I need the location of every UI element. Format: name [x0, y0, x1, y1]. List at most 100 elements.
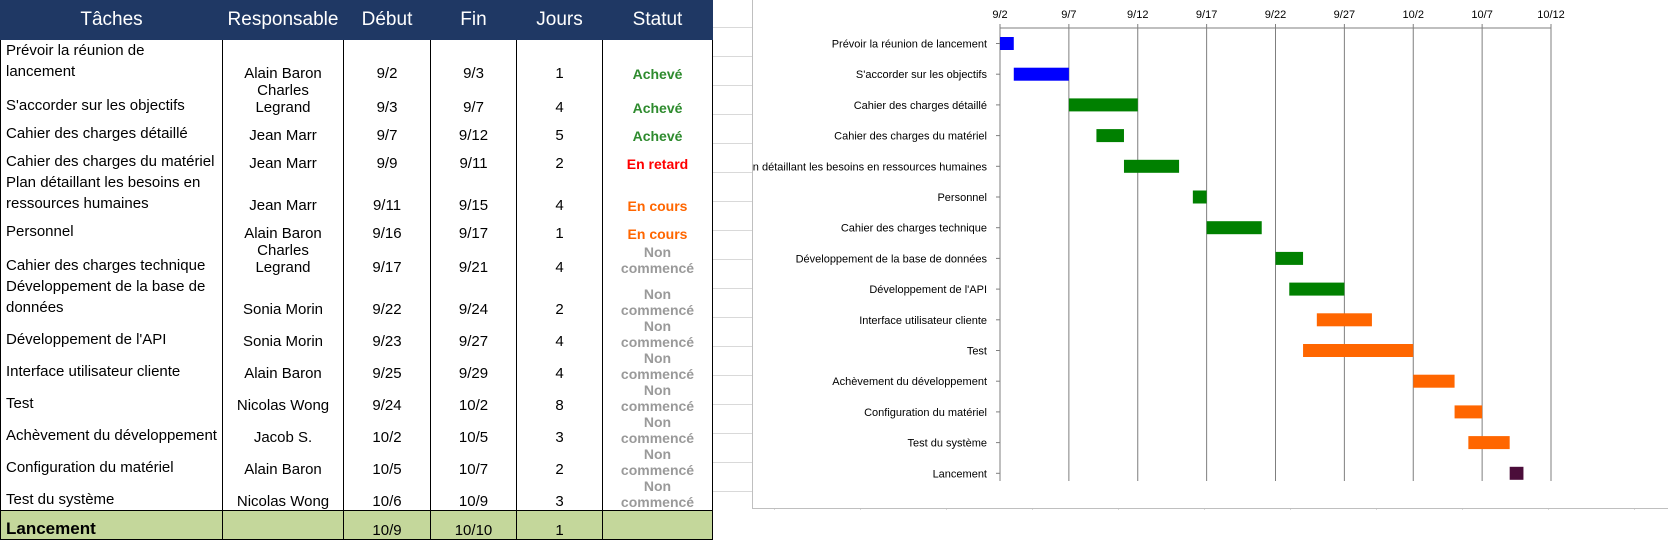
start-cell[interactable]: 9/25: [343, 350, 431, 382]
end-cell[interactable]: 9/12: [430, 116, 517, 144]
end-cell[interactable]: 10/5: [430, 414, 517, 446]
start-cell[interactable]: 9/7: [343, 116, 431, 144]
task-cell[interactable]: Développement de l'API: [0, 318, 223, 350]
header-days[interactable]: Jours: [516, 0, 603, 40]
launch-status-cell[interactable]: [602, 510, 713, 540]
start-cell[interactable]: 9/16: [343, 214, 431, 242]
owner-cell[interactable]: Alain Baron: [222, 446, 344, 478]
task-cell[interactable]: Achèvement du développement: [0, 414, 223, 446]
start-cell[interactable]: 9/17: [343, 242, 431, 276]
table-row-launch: Lancement 10/9 10/10 1: [0, 510, 713, 540]
end-cell[interactable]: 10/7: [430, 446, 517, 478]
owner-cell[interactable]: Alain Baron: [222, 40, 344, 82]
days-cell[interactable]: 5: [516, 116, 603, 144]
owner-cell[interactable]: Nicolas Wong: [222, 478, 344, 511]
status-cell[interactable]: Non commencé: [602, 414, 713, 446]
owner-cell[interactable]: Sonia Morin: [222, 318, 344, 350]
start-cell[interactable]: 9/24: [343, 382, 431, 414]
end-cell[interactable]: 10/2: [430, 382, 517, 414]
header-start[interactable]: Début: [343, 0, 431, 40]
days-cell[interactable]: 1: [516, 40, 603, 82]
launch-days-cell[interactable]: 1: [516, 510, 603, 540]
days-cell[interactable]: 3: [516, 478, 603, 511]
days-cell[interactable]: 4: [516, 242, 603, 276]
owner-cell[interactable]: Jacob S.: [222, 414, 344, 446]
status-cell[interactable]: Achevé: [602, 82, 713, 116]
header-owner[interactable]: Responsable: [222, 0, 344, 40]
days-cell[interactable]: 4: [516, 318, 603, 350]
start-cell[interactable]: 10/2: [343, 414, 431, 446]
task-cell[interactable]: Configuration du matériel: [0, 446, 223, 478]
days-cell[interactable]: 4: [516, 350, 603, 382]
days-cell[interactable]: 2: [516, 144, 603, 172]
start-cell[interactable]: 9/9: [343, 144, 431, 172]
task-cell[interactable]: Plan détaillant les besoins en ressource…: [0, 172, 223, 214]
days-cell[interactable]: 4: [516, 82, 603, 116]
owner-cell[interactable]: Sonia Morin: [222, 276, 344, 318]
owner-cell[interactable]: Jean Marr: [222, 172, 344, 214]
days-cell[interactable]: 4: [516, 172, 603, 214]
days-cell[interactable]: 2: [516, 276, 603, 318]
start-cell[interactable]: 9/23: [343, 318, 431, 350]
status-cell[interactable]: Non commencé: [602, 242, 713, 276]
owner-cell[interactable]: Alain Baron: [222, 350, 344, 382]
y-tick-label: Développement de l'API: [869, 284, 987, 296]
owner-cell[interactable]: Nicolas Wong: [222, 382, 344, 414]
start-cell[interactable]: 10/6: [343, 478, 431, 511]
status-cell[interactable]: Non commencé: [602, 350, 713, 382]
days-cell[interactable]: 3: [516, 414, 603, 446]
owner-cell[interactable]: Charles Legrand: [222, 242, 344, 276]
end-cell[interactable]: 9/15: [430, 172, 517, 214]
status-cell[interactable]: Achevé: [602, 40, 713, 82]
header-status[interactable]: Statut: [602, 0, 713, 40]
start-cell[interactable]: 9/3: [343, 82, 431, 116]
y-tick-label: Configuration du matériel: [864, 407, 987, 419]
owner-cell[interactable]: Charles Legrand: [222, 82, 344, 116]
owner-cell[interactable]: Jean Marr: [222, 144, 344, 172]
task-cell[interactable]: Prévoir la réunion de lancement: [0, 40, 223, 82]
start-cell[interactable]: 9/11: [343, 172, 431, 214]
status-cell[interactable]: Non commencé: [602, 318, 713, 350]
launch-start-cell[interactable]: 10/9: [343, 510, 431, 540]
days-cell[interactable]: 8: [516, 382, 603, 414]
header-tasks[interactable]: Tâches: [0, 0, 223, 40]
status-cell[interactable]: Non commencé: [602, 446, 713, 478]
end-cell[interactable]: 10/9: [430, 478, 517, 511]
task-cell[interactable]: Cahier des charges détaillé: [0, 116, 223, 144]
start-cell[interactable]: 10/5: [343, 446, 431, 478]
header-end[interactable]: Fin: [430, 0, 517, 40]
launch-owner-cell[interactable]: [222, 510, 344, 540]
status-cell[interactable]: Non commencé: [602, 276, 713, 318]
owner-cell[interactable]: Alain Baron: [222, 214, 344, 242]
status-cell[interactable]: En retard: [602, 144, 713, 172]
owner-cell[interactable]: Jean Marr: [222, 116, 344, 144]
task-cell[interactable]: Cahier des charges du matériel: [0, 144, 223, 172]
status-cell[interactable]: Non commencé: [602, 478, 713, 511]
end-cell[interactable]: 9/11: [430, 144, 517, 172]
days-cell[interactable]: 1: [516, 214, 603, 242]
end-cell[interactable]: 9/3: [430, 40, 517, 82]
end-cell[interactable]: 9/27: [430, 318, 517, 350]
status-cell[interactable]: Achevé: [602, 116, 713, 144]
start-cell[interactable]: 9/2: [343, 40, 431, 82]
task-cell[interactable]: Test: [0, 382, 223, 414]
end-cell[interactable]: 9/17: [430, 214, 517, 242]
status-cell[interactable]: En cours: [602, 172, 713, 214]
task-cell[interactable]: Personnel: [0, 214, 223, 242]
task-cell[interactable]: Interface utilisateur cliente: [0, 350, 223, 382]
launch-task-cell[interactable]: Lancement: [0, 510, 223, 540]
status-cell[interactable]: En cours: [602, 214, 713, 242]
task-cell[interactable]: Cahier des charges technique: [0, 242, 223, 276]
task-cell[interactable]: Développement de la base de données: [0, 276, 223, 318]
days-cell[interactable]: 2: [516, 446, 603, 478]
launch-end-cell[interactable]: 10/10: [430, 510, 517, 540]
status-cell[interactable]: Non commencé: [602, 382, 713, 414]
end-cell[interactable]: 9/21: [430, 242, 517, 276]
x-tick-label: 10/12: [1537, 9, 1565, 21]
end-cell[interactable]: 9/7: [430, 82, 517, 116]
end-cell[interactable]: 9/24: [430, 276, 517, 318]
task-cell[interactable]: Test du système: [0, 478, 223, 511]
task-cell[interactable]: S'accorder sur les objectifs: [0, 82, 223, 116]
start-cell[interactable]: 9/22: [343, 276, 431, 318]
end-cell[interactable]: 9/29: [430, 350, 517, 382]
